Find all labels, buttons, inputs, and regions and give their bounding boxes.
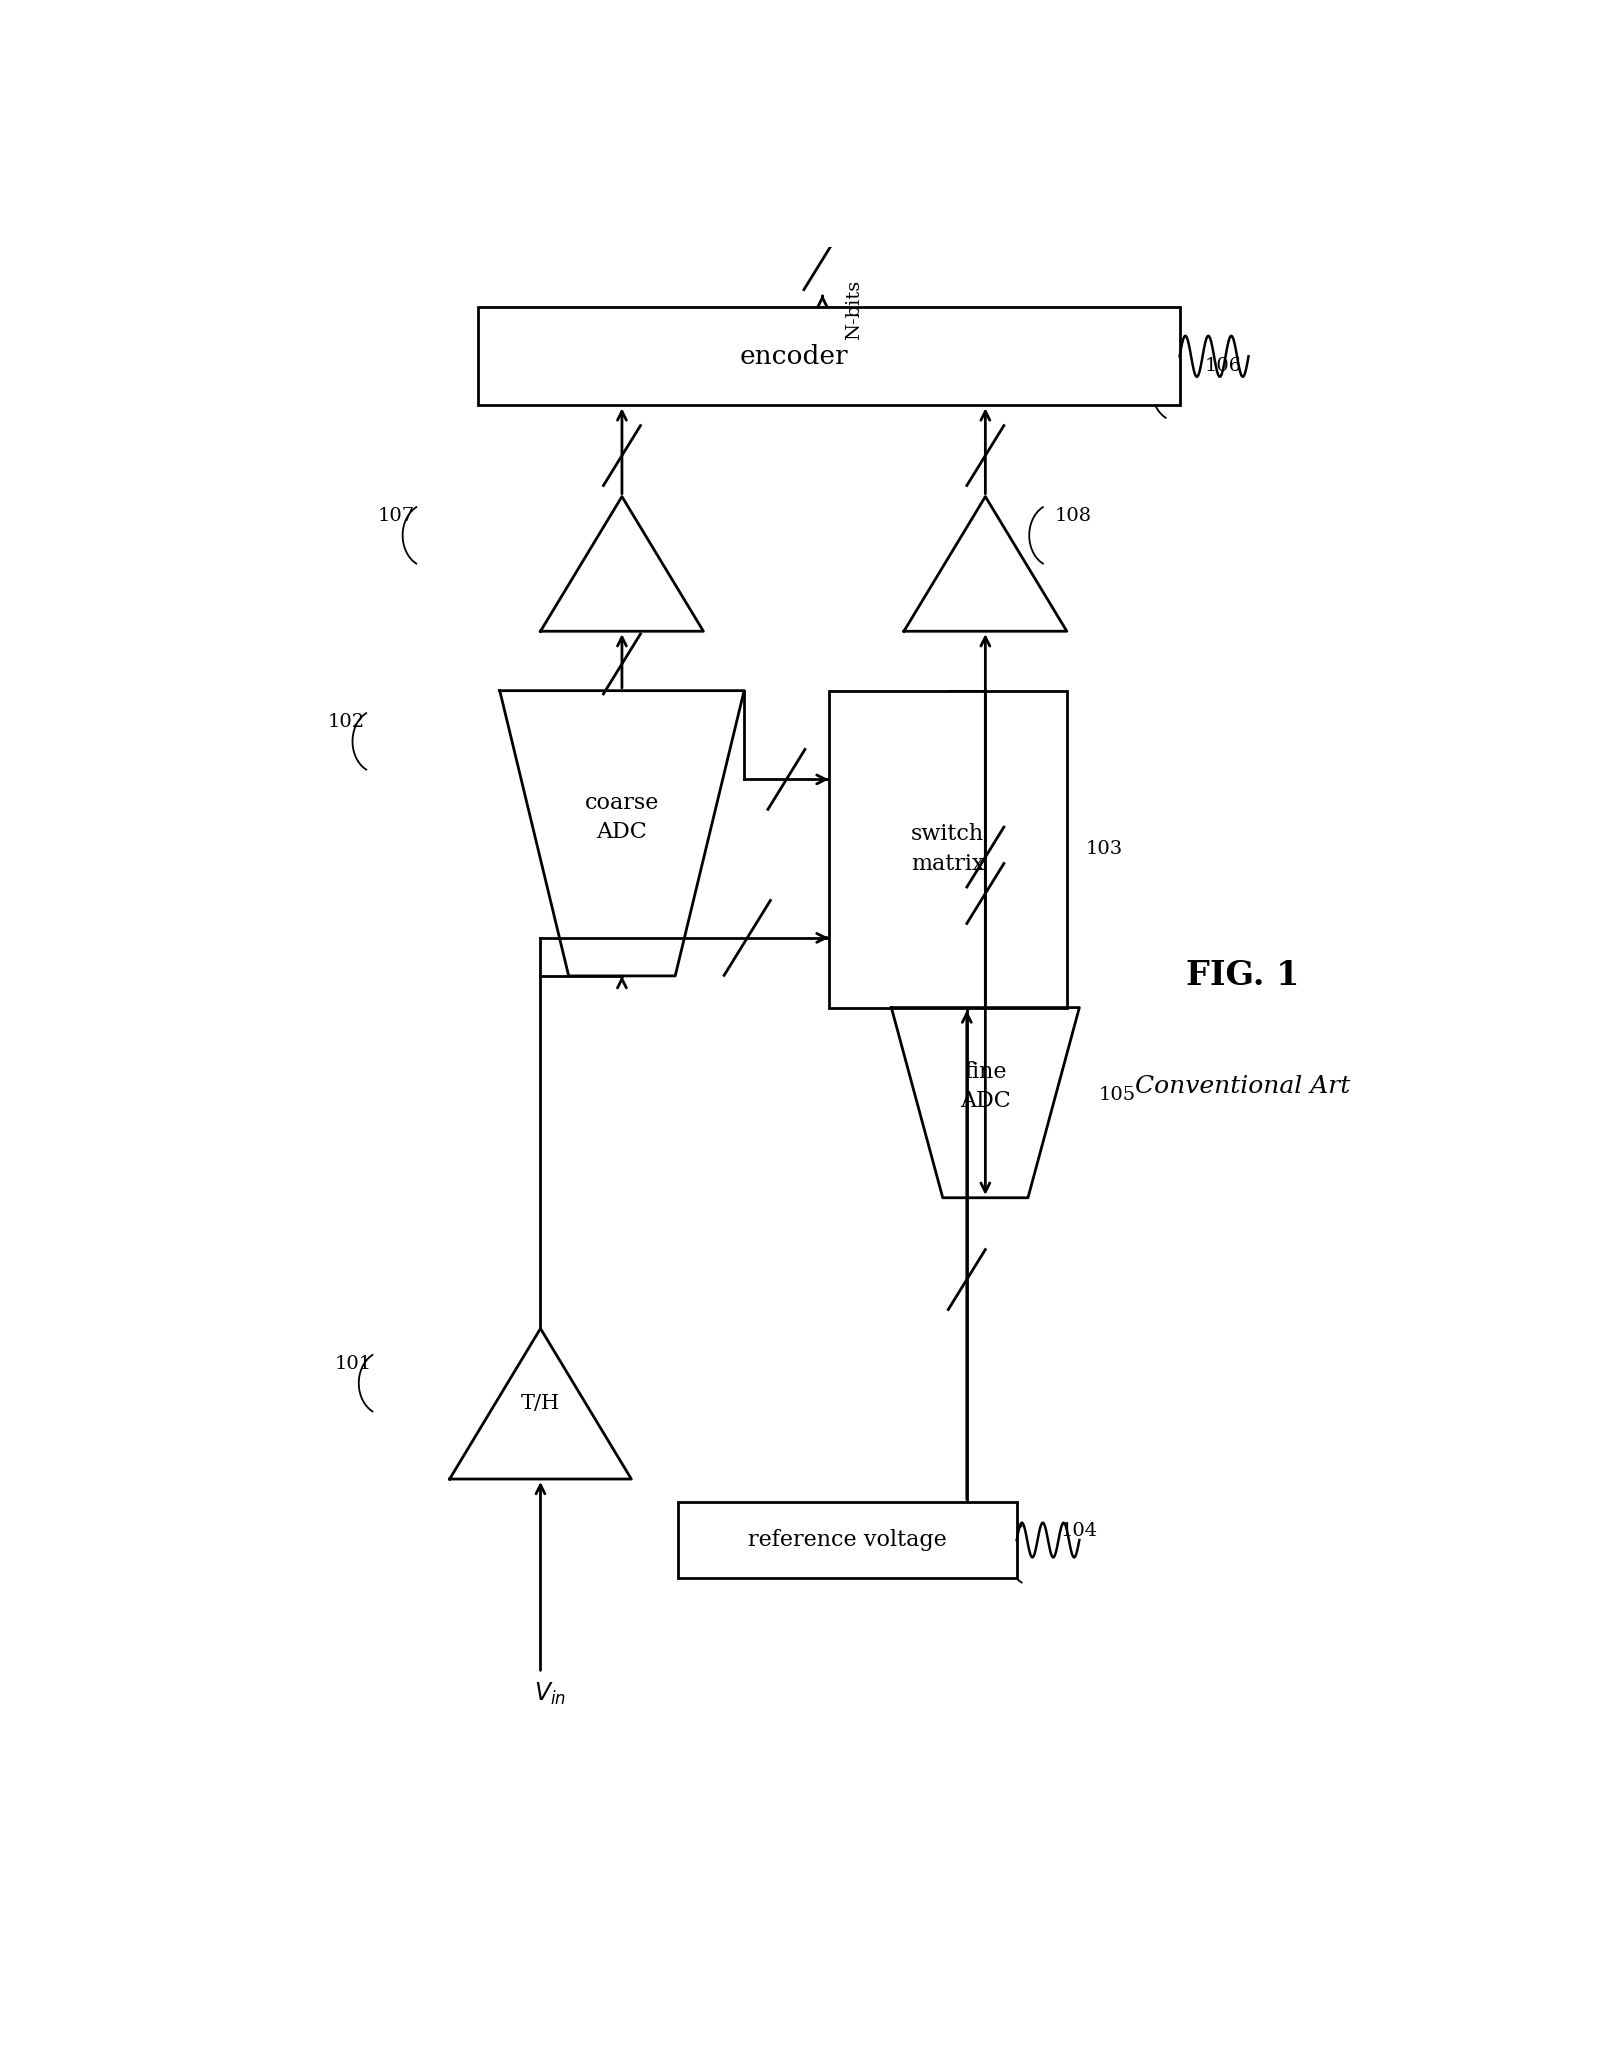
Text: coarse
ADC: coarse ADC: [585, 792, 660, 844]
Text: fine
ADC: fine ADC: [960, 1062, 1011, 1111]
Text: switch
matrix: switch matrix: [910, 823, 985, 875]
Bar: [679, 1502, 1017, 1578]
Text: reference voltage: reference voltage: [749, 1529, 948, 1552]
Text: $V_{in}$: $V_{in}$: [535, 1681, 566, 1708]
Text: 104: 104: [1061, 1521, 1098, 1539]
Text: 102: 102: [328, 714, 365, 731]
Text: 108: 108: [1054, 508, 1091, 525]
Text: 107: 107: [378, 508, 416, 525]
Text: T/H: T/H: [521, 1393, 559, 1414]
Text: FIG. 1: FIG. 1: [1185, 959, 1298, 992]
Text: 103: 103: [1085, 840, 1122, 858]
Bar: [828, 691, 1067, 1008]
Text: Conventional Art: Conventional Art: [1135, 1076, 1350, 1099]
Text: encoder: encoder: [739, 344, 847, 368]
Text: N-bits: N-bits: [846, 280, 863, 340]
Text: 105: 105: [1098, 1087, 1135, 1103]
Bar: [479, 307, 1180, 405]
Text: 106: 106: [1205, 356, 1242, 375]
Text: 101: 101: [335, 1354, 372, 1373]
